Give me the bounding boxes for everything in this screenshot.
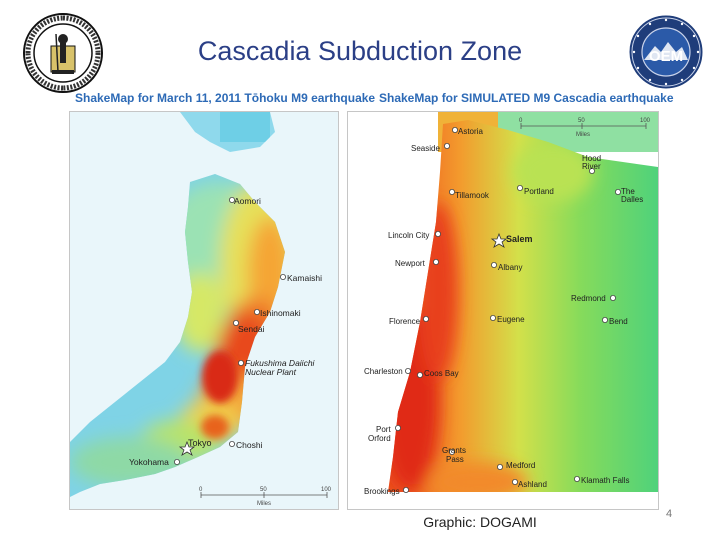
oregon-scale-unit: Miles bbox=[576, 132, 590, 138]
label-ashland: Ashland bbox=[518, 480, 547, 489]
label-port-orford-line2: Orford bbox=[368, 434, 391, 443]
label-newport: Newport bbox=[395, 259, 426, 268]
label-medford: Medford bbox=[506, 461, 535, 470]
label-the-dalles-line2: Dalles bbox=[621, 195, 643, 204]
label-salem: Salem bbox=[506, 234, 533, 244]
label-bend: Bend bbox=[609, 317, 628, 326]
label-ishinomaki: Ishinomaki bbox=[260, 308, 301, 318]
label-seaside: Seaside bbox=[411, 144, 440, 153]
label-the-dalles-line1: The bbox=[621, 187, 635, 196]
label-choshi: Choshi bbox=[236, 440, 263, 450]
oem-seal-icon: OEM bbox=[627, 12, 705, 92]
oregon-heading-event: SIMULATED M9 Cascadia earthquake bbox=[461, 91, 674, 105]
label-coos-bay: Coos Bay bbox=[424, 369, 459, 378]
label-portland: Portland bbox=[524, 187, 554, 196]
geological-survey-seal-icon bbox=[22, 12, 104, 94]
label-brookings: Brookings bbox=[364, 487, 400, 496]
label-port-orford-line1: Port bbox=[376, 425, 391, 434]
japan-scale-100: 100 bbox=[321, 487, 332, 493]
label-grants-pass-line2: Pass bbox=[446, 455, 464, 464]
label-hood-river-line1: Hood bbox=[582, 154, 601, 163]
label-klamath-falls: Klamath Falls bbox=[581, 476, 629, 485]
label-redmond: Redmond bbox=[571, 294, 606, 303]
japan-scale-bar: 0 50 100 Miles bbox=[199, 487, 332, 507]
label-hood-river-line2: River bbox=[582, 162, 601, 171]
label-charleston: Charleston bbox=[364, 367, 403, 376]
oem-logo-text: OEM bbox=[649, 48, 683, 65]
japan-scale-50: 50 bbox=[260, 487, 267, 493]
japan-map-heading: ShakeMap for March 11, 2011 Tōhoku M9 ea… bbox=[75, 91, 375, 105]
oregon-scale-0: 0 bbox=[519, 118, 523, 124]
label-kamaishi: Kamaishi bbox=[287, 273, 322, 283]
japan-heading-prefix: ShakeMap for March 11, 2011 bbox=[75, 91, 245, 105]
page-number: 4 bbox=[666, 508, 673, 520]
japan-scale-unit: Miles bbox=[257, 501, 271, 507]
label-lincoln-city: Lincoln City bbox=[388, 231, 429, 240]
graphic-credit: Graphic: DOGAMI bbox=[423, 514, 537, 530]
oregon-scale-bar: 0 50 100 Miles bbox=[519, 118, 651, 138]
japan-scale-0: 0 bbox=[199, 487, 203, 493]
label-tokyo: Tokyo bbox=[188, 438, 212, 448]
japan-heading-event: Tōhoku M9 earthquake bbox=[244, 91, 376, 105]
label-sendai: Sendai bbox=[238, 324, 265, 334]
label-eugene: Eugene bbox=[497, 315, 525, 324]
oregon-scale-50: 50 bbox=[578, 118, 585, 124]
japan-shakemap: Aomori Kamaishi Ishinomaki Sendai Fukush… bbox=[69, 111, 339, 510]
oregon-map-heading: ShakeMap for SIMULATED M9 Cascadia earth… bbox=[379, 91, 674, 105]
label-fukushima-line1: Fukushima Daiichi bbox=[245, 358, 316, 368]
oregon-scale-100: 100 bbox=[640, 118, 651, 124]
label-fukushima-line2: Nuclear Plant bbox=[245, 367, 297, 377]
label-tillamook: Tillamook bbox=[455, 191, 490, 200]
oregon-heading-prefix: ShakeMap for bbox=[379, 91, 462, 105]
slide-title: Cascadia Subduction Zone bbox=[197, 36, 523, 66]
oregon-shakemap: Astoria Seaside Hood River Tillamook Por… bbox=[347, 111, 659, 510]
label-florence: Florence bbox=[389, 317, 421, 326]
label-yokohama: Yokohama bbox=[129, 457, 169, 467]
label-grants-pass-line1: Grants bbox=[442, 446, 466, 455]
label-aomori: Aomori bbox=[234, 196, 261, 206]
label-astoria: Astoria bbox=[458, 127, 483, 136]
label-albany: Albany bbox=[498, 263, 522, 272]
